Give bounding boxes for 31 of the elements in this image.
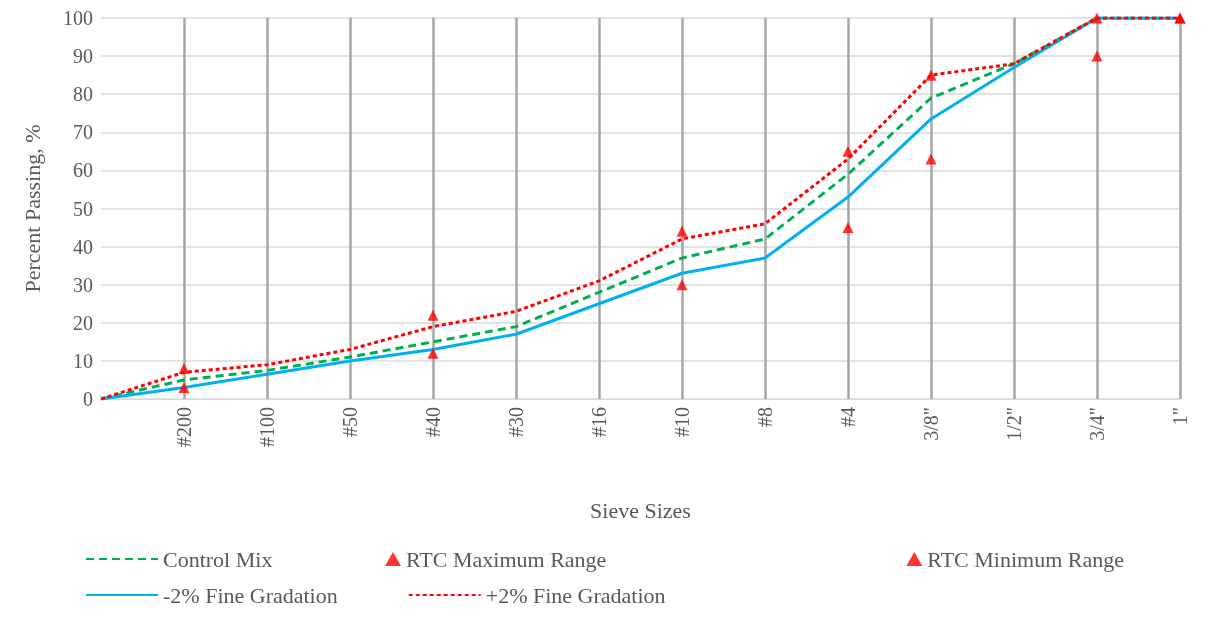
x-tick-label: 1": [1169, 407, 1191, 426]
y-axis-title: Percent Passing, %: [19, 124, 45, 293]
x-tick-label: #30: [505, 407, 527, 437]
legend-label: -2% Fine Gradation: [163, 582, 338, 608]
y-tick-label: 0: [83, 388, 93, 410]
y-tick-label: 40: [73, 235, 93, 258]
y-tick-label: 100: [63, 7, 93, 29]
legend-label: RTC Maximum Range: [406, 546, 607, 572]
y-tick-label: 70: [73, 121, 93, 144]
y-tick-label: 20: [73, 311, 93, 334]
x-tick-label: 3/4": [1086, 407, 1108, 441]
x-tick-label: #10: [671, 407, 693, 437]
x-tick-label: 3/8": [920, 407, 942, 441]
x-tick-label: #8: [754, 407, 776, 427]
y-tick-label: 90: [73, 45, 93, 68]
x-tick-label: #16: [588, 407, 610, 437]
y-tick-label: 60: [73, 159, 93, 182]
x-axis-title: Sieve Sizes: [590, 497, 691, 523]
x-tick-label: 1/2": [1003, 407, 1025, 441]
y-tick-label: 80: [73, 83, 93, 106]
legend-label: RTC Minimum Range: [927, 546, 1125, 572]
x-tick-label: #40: [422, 407, 444, 437]
x-tick-label: #50: [339, 407, 361, 437]
x-tick-label: #4: [837, 407, 859, 427]
legend-label: +2% Fine Gradation: [485, 582, 666, 608]
x-tick-label: #200: [173, 407, 195, 447]
y-tick-label: 10: [73, 349, 93, 372]
legend-label: Control Mix: [163, 546, 273, 572]
x-tick-label: #100: [256, 407, 278, 447]
y-tick-label: 50: [73, 197, 93, 220]
y-tick-label: 30: [73, 273, 93, 296]
